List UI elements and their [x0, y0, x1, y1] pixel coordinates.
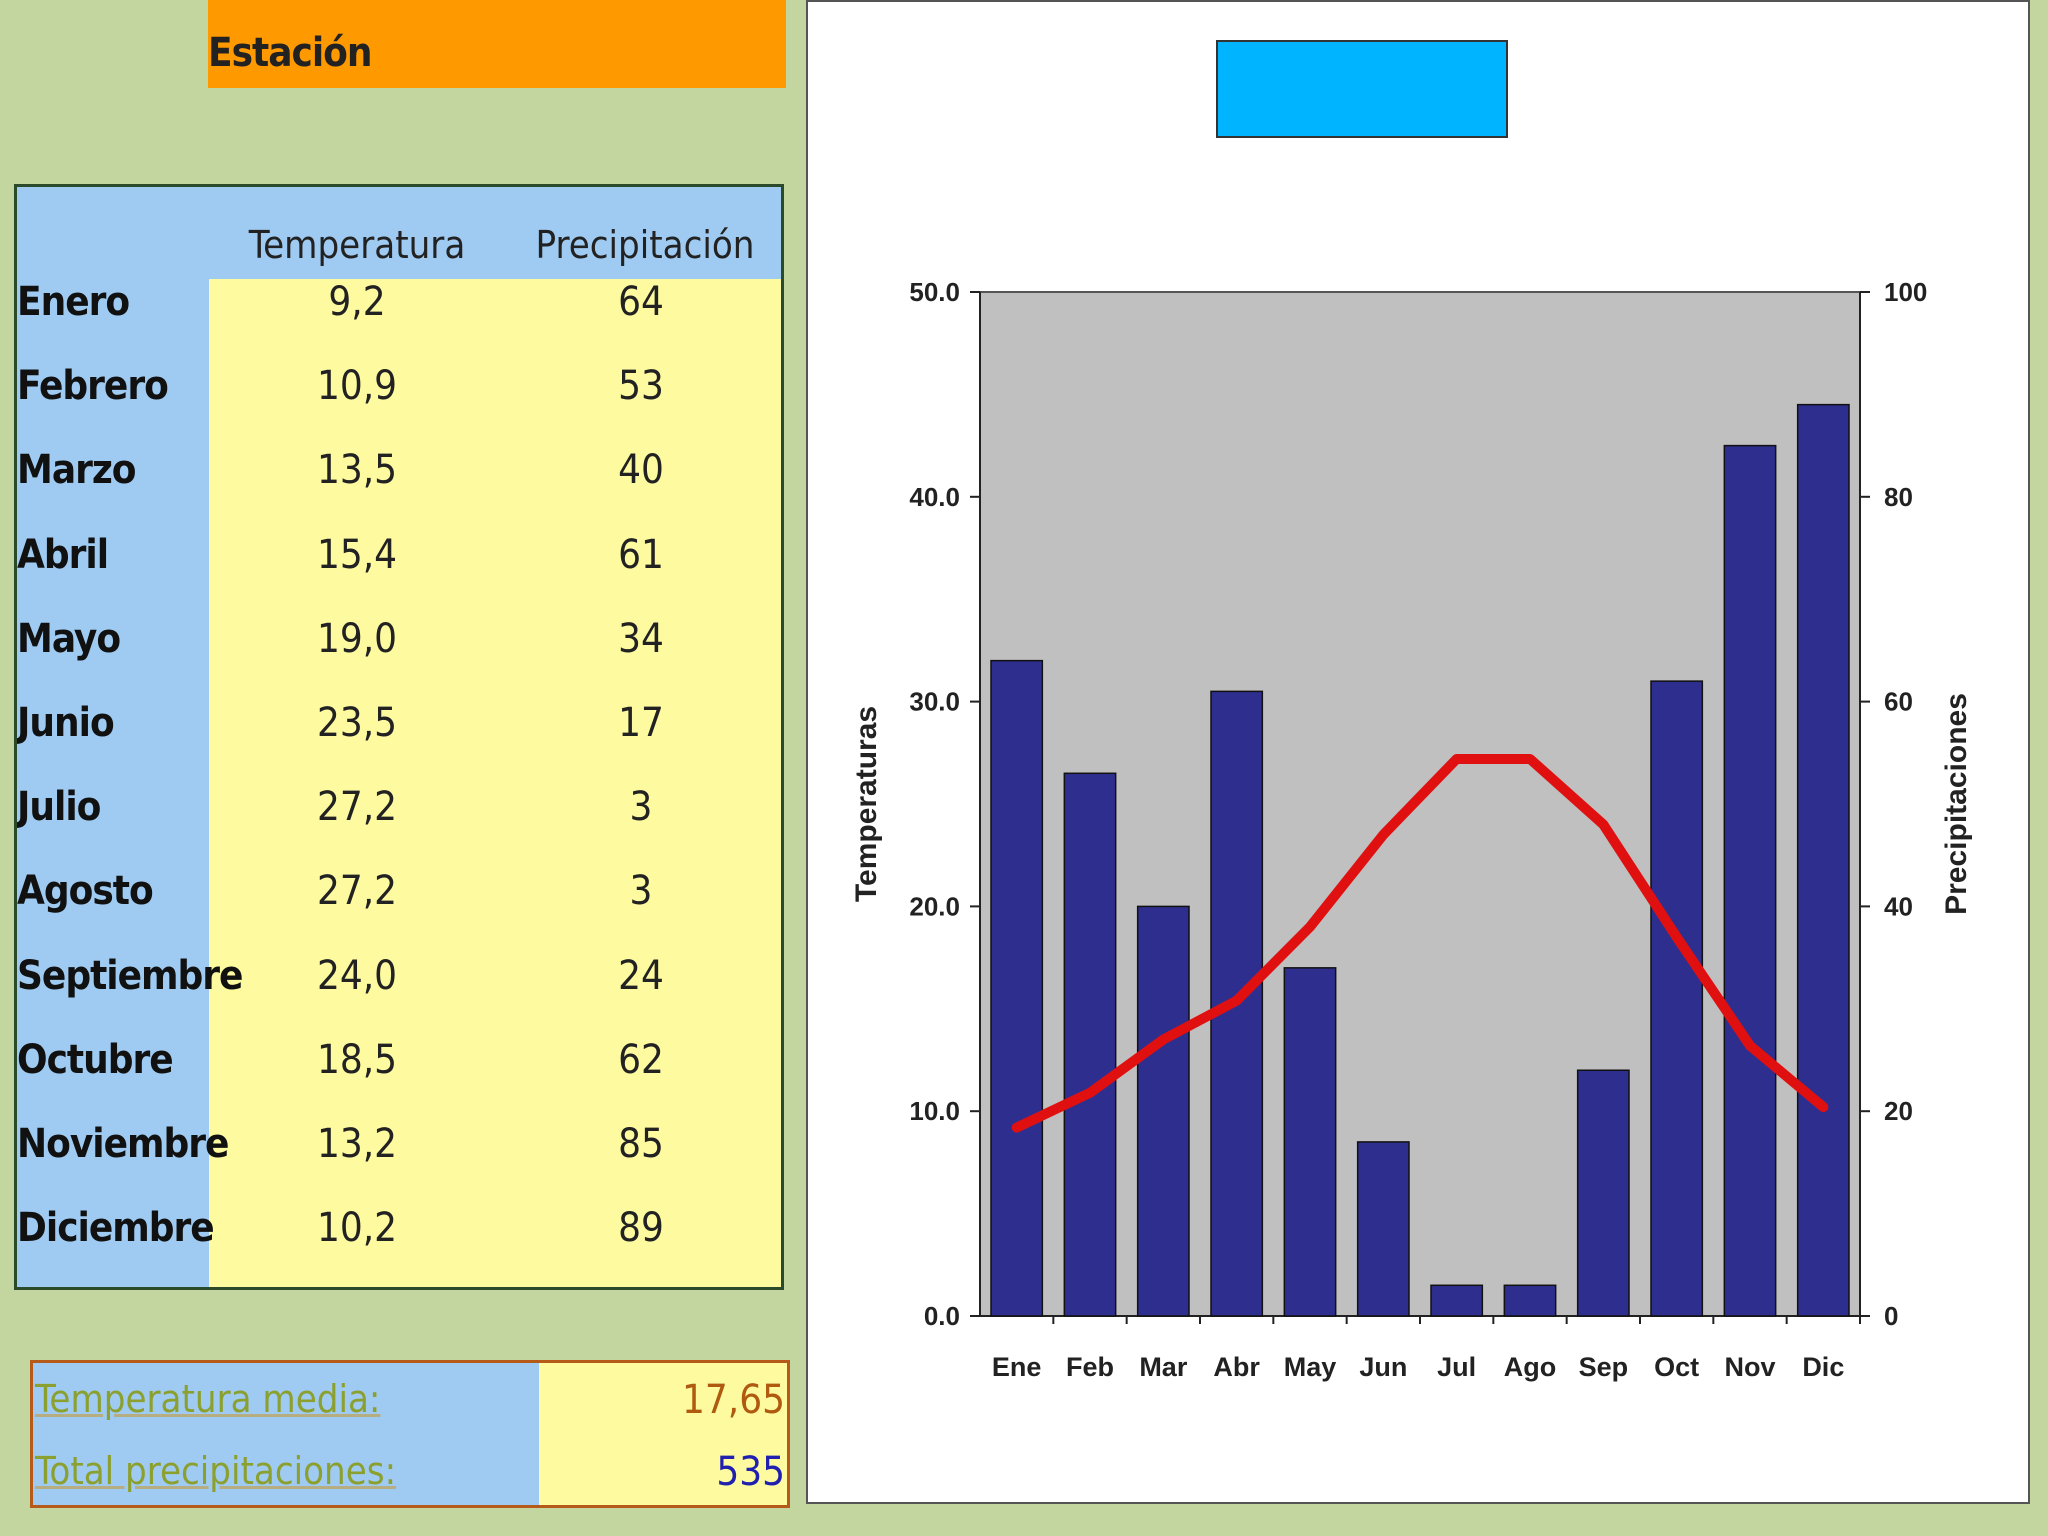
x-axis-tick-label: Mar: [1139, 1352, 1188, 1382]
table-row-month: Junio: [17, 700, 115, 746]
precipitation-bar: [1356, 1141, 1410, 1317]
table-row-temperature: 24,0: [316, 952, 398, 999]
x-axis-tick-label: Sep: [1579, 1352, 1629, 1382]
table-row-temperature: 15,4: [316, 531, 398, 578]
left-axis-tick-label: 40.0: [909, 482, 960, 512]
right-axis-tick-label: 100: [1884, 277, 1927, 307]
right-axis-tick-label: 40: [1884, 891, 1913, 921]
x-axis-tick-label: Dic: [1802, 1352, 1844, 1382]
chart-title-box: [1216, 40, 1508, 138]
left-axis-tick-label: 0.0: [924, 1301, 960, 1331]
right-axis-tick-label: 0: [1884, 1301, 1898, 1331]
left-axis-tick-label: 30.0: [909, 687, 960, 717]
table-row-temperature: 9,2: [328, 279, 386, 325]
table-row-month: Febrero: [17, 363, 169, 410]
precipitation-bar: [990, 659, 1044, 1317]
table-row-precipitation: 40: [618, 447, 664, 494]
station-header-bar: [208, 0, 786, 88]
table-row-precipitation: 17: [618, 700, 664, 746]
precipitation-bar: [1796, 403, 1850, 1317]
right-axis-tick-label: 20: [1884, 1096, 1913, 1126]
x-axis-tick-label: Jul: [1437, 1352, 1476, 1382]
precipitation-bar: [1283, 967, 1337, 1317]
mean-temperature-label: Temperatura media:: [35, 1377, 381, 1421]
table-row-month: Enero: [17, 279, 130, 325]
precipitation-bar: [1503, 1284, 1557, 1317]
table-values-background: [209, 279, 781, 1287]
table-row-temperature: 18,5: [316, 1036, 398, 1083]
total-precipitation-label: Total precipitaciones:: [35, 1449, 397, 1493]
x-axis-tick-label: May: [1284, 1352, 1337, 1382]
left-axis-tick-label: 10.0: [909, 1096, 960, 1126]
table-row-month: Noviembre: [17, 1121, 229, 1167]
table-row-precipitation: 64: [618, 279, 664, 325]
table-row-month: Diciembre: [17, 1205, 215, 1252]
table-row-temperature: 27,2: [316, 784, 398, 831]
station-label: Estación: [208, 30, 373, 76]
table-row-precipitation: 3: [629, 784, 653, 831]
precipitation-bar: [1650, 680, 1704, 1317]
table-row-precipitation: 61: [618, 531, 664, 578]
precipitation-bar: [1723, 444, 1777, 1317]
x-axis-tick-label: Jun: [1359, 1352, 1407, 1382]
right-axis-tick-label: 60: [1884, 687, 1913, 717]
temperature-line: [1011, 753, 1829, 1133]
table-row-temperature: 10,9: [316, 363, 398, 410]
table-row-month: Agosto: [17, 868, 154, 915]
x-axis-tick-label: Oct: [1654, 1352, 1699, 1382]
left-axis-tick-label: 50.0: [909, 277, 960, 307]
right-axis-title: Precipitaciones: [1940, 693, 1973, 915]
table-row-precipitation: 34: [618, 615, 664, 662]
column-header-temperature: Temperatura: [248, 223, 466, 267]
left-axis-title: Temperaturas: [850, 706, 883, 902]
left-axis-tick-label: 20.0: [909, 891, 960, 921]
x-axis-tick-label: Nov: [1724, 1352, 1775, 1382]
right-axis-tick-label: 80: [1884, 482, 1913, 512]
table-row-temperature: 19,0: [316, 615, 398, 662]
table-row-month: Abril: [17, 531, 109, 578]
table-row-temperature: 23,5: [316, 700, 398, 746]
precipitation-bar: [1576, 1069, 1630, 1317]
table-row-temperature: 13,2: [316, 1121, 398, 1167]
x-axis-tick-label: Abr: [1213, 1352, 1260, 1382]
table-row-temperature: 10,2: [316, 1205, 398, 1252]
total-precipitation-value: 535: [716, 1449, 785, 1495]
table-row-precipitation: 53: [618, 363, 664, 410]
precipitation-bar: [1430, 1284, 1484, 1317]
climate-data-table: Temperatura Precipitación Enero 9,2 64 Febr…: [14, 184, 784, 1290]
x-axis-tick-label: Ene: [992, 1352, 1042, 1382]
column-header-precipitation: Precipitación: [535, 223, 755, 267]
x-axis-tick-label: Feb: [1066, 1352, 1114, 1382]
mean-temperature-value: 17,65: [682, 1377, 785, 1423]
table-row-month: Septiembre: [17, 952, 243, 999]
table-row-month: Mayo: [17, 615, 121, 662]
table-row-month: Marzo: [17, 447, 137, 494]
table-row-precipitation: 89: [618, 1205, 664, 1252]
table-row-precipitation: 3: [629, 868, 653, 915]
table-row-precipitation: 62: [618, 1036, 664, 1083]
table-row-month: Octubre: [17, 1036, 174, 1083]
table-row-temperature: 27,2: [316, 868, 398, 915]
table-row-temperature: 13,5: [316, 447, 398, 494]
precipitation-bar: [1136, 905, 1190, 1317]
summary-box: Temperatura media: 17,65 Total precipita…: [30, 1360, 790, 1508]
table-row-precipitation: 24: [618, 952, 664, 999]
x-axis-tick-label: Ago: [1504, 1352, 1556, 1382]
summary-values-background: [539, 1363, 787, 1505]
table-row-month: Julio: [17, 784, 101, 831]
table-row-precipitation: 85: [618, 1121, 664, 1167]
precipitation-bar: [1063, 772, 1117, 1317]
